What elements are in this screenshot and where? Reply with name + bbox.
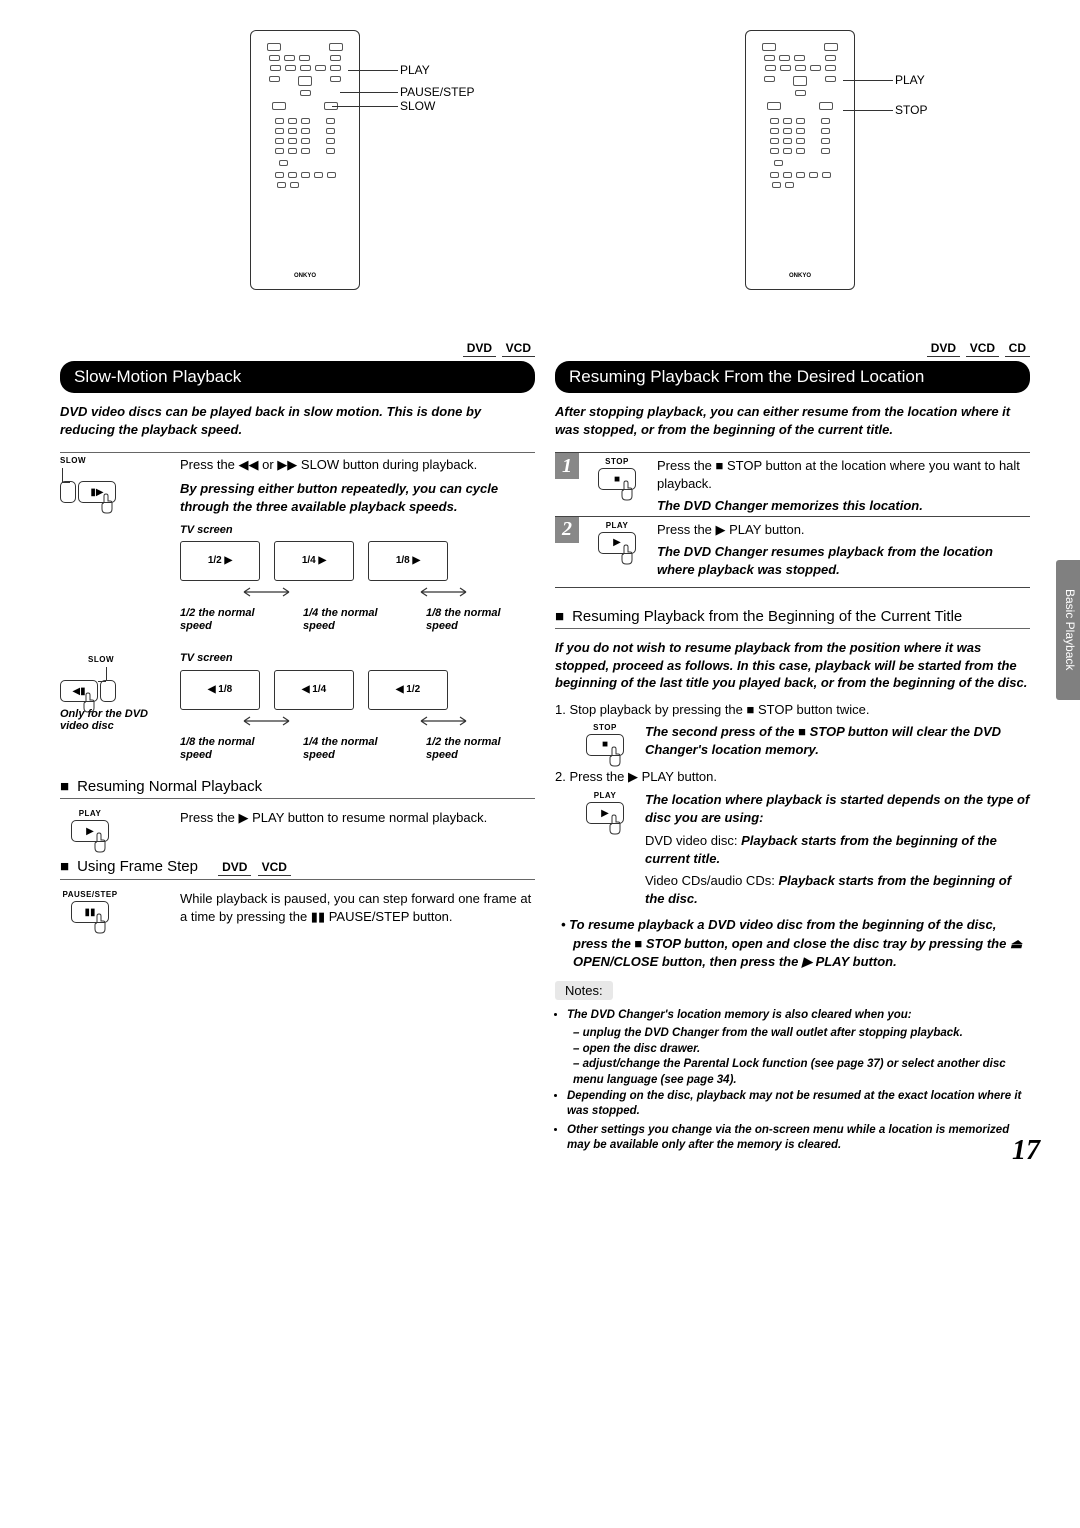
disc-badges-right: DVD VCD CD <box>555 340 1030 357</box>
slow-rev-button[interactable] <box>60 481 76 503</box>
pausestep-label: PAUSE/STEP <box>62 890 117 899</box>
list2-vcd: Video CDs/audio CDs: Playback starts fro… <box>645 872 1030 908</box>
intro-left: DVD video discs can be played back in sl… <box>60 403 535 438</box>
remote-right: ONKYO PLAY STOP <box>745 30 855 330</box>
play-label-r: PLAY <box>606 521 629 530</box>
subheading-resume-begin: ■Resuming Playback from the Beginning of… <box>555 608 1030 629</box>
intro-right: After stopping playback, you can either … <box>555 403 1030 438</box>
side-tab: Basic Playback <box>1056 560 1080 700</box>
remote-label-pause: PAUSE/STEP <box>400 85 474 99</box>
arrow-icon <box>239 714 299 728</box>
r-step1-italic: The DVD Changer memorizes this location. <box>657 497 1030 515</box>
sub1-intro: If you do not wish to resume playback fr… <box>555 639 1030 692</box>
subheading-resume-normal: ■Resuming Normal Playback <box>60 778 535 799</box>
subheading-frame-step: ■Using Frame Step DVD VCD <box>60 858 535 880</box>
hand-icon <box>89 911 113 935</box>
play-label: PLAY <box>79 809 102 818</box>
section-header-slow: Slow-Motion Playback <box>60 361 535 393</box>
tv-caption: 1/8 the normal speed <box>426 607 535 633</box>
hand-icon <box>616 478 640 502</box>
resume-text: Press the ▶ PLAY button to resume normal… <box>180 809 535 842</box>
hand-icon <box>604 812 628 836</box>
tv-caption: 1/4 the normal speed <box>303 736 412 762</box>
play-label-2: PLAY <box>594 791 617 800</box>
notes-list: The DVD Changer's location memory is als… <box>555 1008 1030 1154</box>
remote-label-slow: SLOW <box>400 99 435 113</box>
slow-label: SLOW <box>60 456 86 465</box>
tv-caption: 1/4 the normal speed <box>303 607 412 633</box>
step-number-2: 2 <box>555 517 579 543</box>
list-item-2: 2. Press the ▶ PLAY button. <box>555 769 1030 785</box>
arrow-icon <box>416 585 476 599</box>
arrow-icon <box>239 585 299 599</box>
notes-label: Notes: <box>555 981 613 1000</box>
list-item-1: 1. Stop playback by pressing the ■ STOP … <box>555 702 1030 717</box>
slow-label-2: SLOW <box>88 655 114 664</box>
remote-left: ONKYO PLAY PAUSE/STEP SLOW <box>250 30 360 330</box>
hand-icon <box>89 830 113 854</box>
hand-icon <box>616 542 640 566</box>
r-step2-text: Press the ▶ PLAY button. <box>657 521 1030 539</box>
tv-label-2: TV screen <box>180 651 535 666</box>
remote-label-stop-r: STOP <box>895 103 927 117</box>
slow-fwd-button-2[interactable] <box>100 680 116 702</box>
r-step2-italic: The DVD Changer resumes playback from th… <box>657 543 1030 579</box>
hand-icon <box>96 491 120 515</box>
only-note: Only for the DVD video disc <box>60 708 170 732</box>
step1-italic: By pressing either button repeatedly, yo… <box>180 480 535 516</box>
tv-screen: 1/4 ▶ <box>274 541 354 581</box>
tv-screen: 1/8 ▶ <box>368 541 448 581</box>
remote-label-play: PLAY <box>400 63 430 77</box>
disc-badges-left: DVD VCD <box>60 340 535 357</box>
remote-label-play-r: PLAY <box>895 73 925 87</box>
page-number: 17 <box>1012 1135 1040 1167</box>
tv-label-1: TV screen <box>180 523 535 538</box>
frame-text: While playback is paused, you can step f… <box>180 890 535 926</box>
stop-label-2: STOP <box>593 723 617 732</box>
tv-caption: 1/2 the normal speed <box>426 736 535 762</box>
tv-screen: ◀ 1/2 <box>368 670 448 710</box>
tv-screen: ◀ 1/4 <box>274 670 354 710</box>
list1-italic: The second press of the ■ STOP button wi… <box>645 723 1030 759</box>
hand-icon <box>78 690 102 714</box>
tv-caption: 1/2 the normal speed <box>180 607 289 633</box>
r-step1-text: Press the ■ STOP button at the location … <box>657 457 1030 493</box>
bullet-resume-disc: • To resume playback a DVD video disc fr… <box>555 916 1030 971</box>
list2-italic: The location where playback is started d… <box>645 791 1030 827</box>
tv-caption: 1/8 the normal speed <box>180 736 289 762</box>
arrow-icon <box>416 714 476 728</box>
section-header-resume: Resuming Playback From the Desired Locat… <box>555 361 1030 393</box>
tv-screen: 1/2 ▶ <box>180 541 260 581</box>
stop-label: STOP <box>605 457 629 466</box>
step-number-1: 1 <box>555 453 579 479</box>
hand-icon <box>604 744 628 768</box>
list2-dvd: DVD video disc: Playback starts from the… <box>645 832 1030 868</box>
tv-screen: ◀ 1/8 <box>180 670 260 710</box>
step1-text: Press the ◀◀ or ▶▶ SLOW button during pl… <box>180 456 535 474</box>
